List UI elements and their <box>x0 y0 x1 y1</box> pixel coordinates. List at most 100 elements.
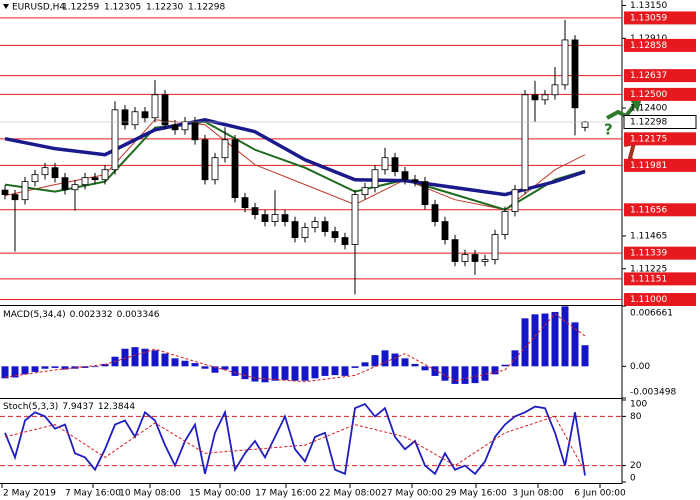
level-label: 1.11339 <box>630 249 667 259</box>
macd-bar <box>501 364 509 367</box>
level-label-box <box>624 38 696 52</box>
candle-body <box>141 111 149 119</box>
candle-body <box>351 194 359 245</box>
stoch-signal <box>4 415 586 473</box>
candle-body <box>331 231 339 238</box>
macd-bar <box>371 355 379 367</box>
ohlc-value: 1.12259 <box>62 3 99 13</box>
candle-body <box>281 214 289 222</box>
macd-bar <box>361 362 369 367</box>
macd-bar <box>401 358 409 367</box>
macd-bar <box>51 366 59 368</box>
macd-bar <box>541 313 549 367</box>
candle-body <box>441 221 449 241</box>
macd-bar <box>581 345 589 367</box>
candle-body <box>191 121 199 141</box>
candle-body <box>31 174 39 183</box>
stoch-title-part: Stoch(5,3,3) <box>3 402 58 412</box>
candle-body <box>551 84 559 96</box>
macd-bar <box>381 350 389 367</box>
candle-body <box>481 259 489 262</box>
level-label: 1.12637 <box>630 71 667 81</box>
candle-body <box>51 167 59 179</box>
macd-bar <box>341 366 349 376</box>
x-tick-label: 7 May 16:00 <box>65 489 121 499</box>
candle-body <box>571 39 579 109</box>
candle-body <box>1 189 9 196</box>
candle-body <box>321 221 329 232</box>
candle-body <box>371 169 379 189</box>
macd-bar <box>461 366 469 384</box>
macd-bar <box>121 348 129 367</box>
candle-body <box>341 237 349 245</box>
candle-body <box>181 121 189 131</box>
macd-bar <box>41 366 49 369</box>
macd-bar <box>281 366 289 380</box>
y-tick-label: 1.11465 <box>630 231 667 241</box>
macd-bar <box>61 366 69 370</box>
candle-body <box>231 139 239 199</box>
current-price-box <box>623 115 697 129</box>
candle-body <box>71 184 79 191</box>
candle-body <box>431 204 439 222</box>
macd-title: MACD(5,34,4) 0.002332 0.003346 <box>3 310 160 320</box>
macd-title-part: 0.002332 <box>70 310 113 320</box>
candle-body <box>81 177 89 186</box>
x-tick-label: 29 May 16:00 <box>445 489 507 499</box>
candle-body <box>381 157 389 171</box>
candle-body <box>271 214 279 222</box>
level-label: 1.11151 <box>630 274 667 284</box>
macd-bar <box>191 363 199 367</box>
candle-body <box>311 221 319 228</box>
x-tick-label: 15 May 00:00 <box>189 489 251 499</box>
macd-bar <box>321 366 329 376</box>
candle-body <box>541 94 549 101</box>
header: EURUSD,H41.12259 1.12305 1.12230 1.12298 <box>3 3 225 13</box>
up-arrow <box>606 101 638 120</box>
candle-body <box>561 39 569 86</box>
macd-bar <box>571 322 579 367</box>
x-tick-label: 6 Jun 00:00 <box>574 489 626 499</box>
candle-body <box>241 197 249 209</box>
y-tick-label: 1.13150 <box>630 1 667 11</box>
candle-body <box>121 109 129 126</box>
macd-bar <box>531 314 539 367</box>
candle-body <box>401 171 409 181</box>
macd-bar <box>241 366 249 380</box>
y-tick-label: 0.00 <box>630 362 650 372</box>
level-label: 1.12858 <box>630 41 667 51</box>
macd-signal <box>4 313 586 383</box>
macd-bar <box>551 311 559 367</box>
level-label-box <box>624 11 696 25</box>
macd-title-part: MACD(5,34,4) <box>3 310 66 320</box>
candle-body <box>251 207 259 215</box>
macd-bar <box>471 366 479 384</box>
level-label-box <box>624 69 696 83</box>
y-tick-label: 1.11225 <box>630 264 667 274</box>
x-tick-label: 17 May 16:00 <box>255 489 317 499</box>
candle-body <box>511 189 519 212</box>
macd-title-part: 0.003346 <box>117 310 160 320</box>
candle-body <box>361 187 369 196</box>
candle-body <box>151 94 159 119</box>
candle-body <box>471 254 479 262</box>
macd-bar <box>421 366 429 371</box>
level-label-box <box>624 158 696 172</box>
current-price-label: 1.12298 <box>630 118 667 128</box>
macd-bar <box>561 306 569 367</box>
x-tick-label: 22 May 08:00 <box>319 489 381 499</box>
level-label: 1.11981 <box>630 161 667 171</box>
macd-bar <box>181 360 189 367</box>
macd-bar <box>231 366 239 376</box>
symbol: EURUSD,H4 <box>12 3 65 13</box>
macd-bar <box>261 366 269 383</box>
stoch-title-part: 7.9437 <box>62 402 94 412</box>
macd-bar <box>301 366 309 381</box>
macd-bar <box>291 366 299 381</box>
macd-bar <box>431 366 439 376</box>
x-tick-label: 27 May 00:00 <box>381 489 443 499</box>
candle-body <box>171 124 179 131</box>
up-arrow-head <box>630 100 641 112</box>
annotation: ? <box>604 121 613 139</box>
